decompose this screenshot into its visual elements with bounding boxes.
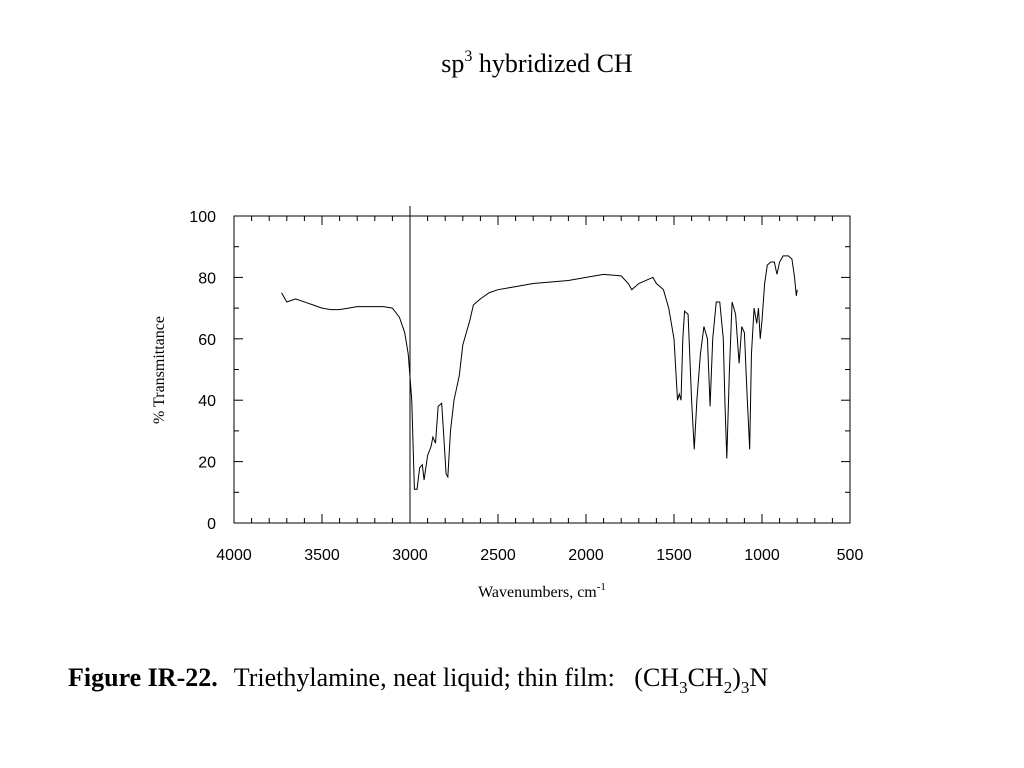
x-tick-label: 3500 (304, 547, 340, 564)
chart-title: sp3 hybridized CH (441, 48, 633, 78)
y-tick-label: 0 (207, 516, 216, 533)
y-tick-label: 20 (198, 455, 216, 472)
y-tick-label: 100 (189, 209, 216, 226)
caption-subscript: 3 (741, 678, 750, 697)
x-tick-label: 500 (837, 547, 864, 564)
spectrum-line (281, 255, 798, 490)
caption: Figure IR-22. Triethylamine, neat liquid;… (68, 663, 768, 697)
caption-subscript: 2 (724, 678, 733, 697)
x-tick-label: 1000 (744, 547, 780, 564)
plot-frame (233, 215, 851, 524)
caption-text: CH (688, 663, 724, 692)
x-tick-label: 2000 (568, 547, 604, 564)
title-text: sp (441, 49, 464, 78)
y-tick-label: 80 (198, 270, 216, 287)
x-tick-label: 2500 (480, 547, 516, 564)
title-text: hybridized CH (472, 49, 633, 78)
x-tick-label: 3000 (392, 547, 428, 564)
x-axis-label: Wavenumbers, cm-1 (478, 581, 606, 601)
x-tick-label: 4000 (216, 547, 252, 564)
y-tick-label: 40 (198, 393, 216, 410)
caption-text: Triethylamine, neat liquid; thin film: (… (234, 663, 680, 692)
y-tick-label: 60 (198, 332, 216, 349)
y-axis-label: % Transmittance (151, 316, 168, 424)
x-label-text: Wavenumbers, cm (478, 584, 597, 601)
caption-text: ) (732, 663, 741, 692)
caption-subscript: 3 (679, 678, 688, 697)
title-superscript: 3 (464, 48, 472, 65)
caption-label: Figure IR-22. (68, 663, 218, 692)
caption-text: N (749, 663, 768, 692)
x-tick-label: 1500 (656, 547, 692, 564)
x-label-superscript: -1 (597, 581, 606, 593)
